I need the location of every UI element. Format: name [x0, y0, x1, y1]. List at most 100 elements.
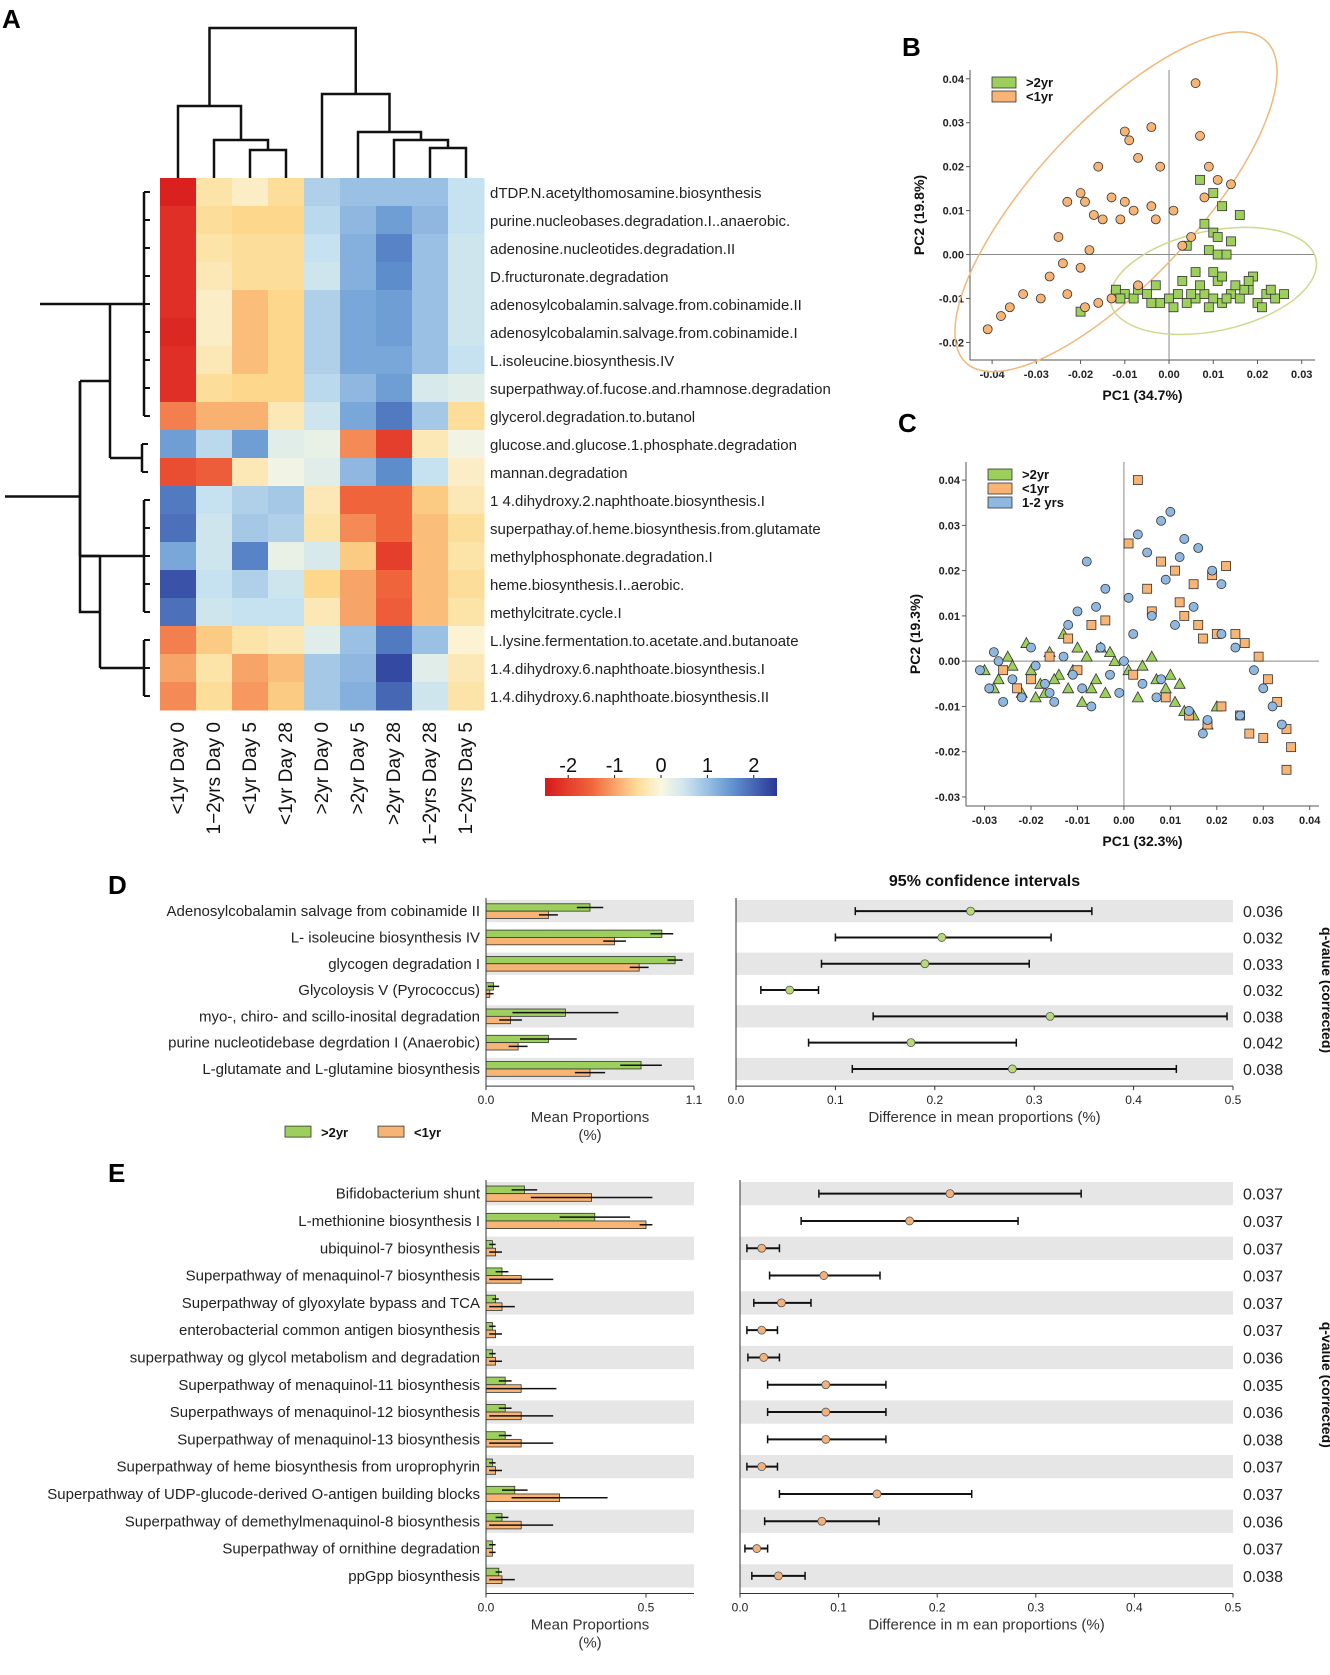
heatmap-row-label: methylphosphonate.degradation.I — [490, 549, 713, 566]
heatmap-cell — [196, 346, 233, 375]
heatmap-cell — [376, 486, 413, 515]
data-point — [988, 647, 999, 658]
heatmap-cell — [448, 514, 485, 543]
heatmap-cell — [340, 542, 377, 571]
panel-letter-c: C — [898, 408, 917, 438]
row-dendrogram-branch — [78, 381, 100, 614]
legend-label: >2yr — [1022, 467, 1049, 482]
legend-label: <1yr — [1022, 481, 1049, 496]
ci-x-tick-label: 0.5 — [1225, 1601, 1242, 1615]
data-point — [1258, 733, 1269, 744]
heatmap-row-label: mannan.degradation — [490, 465, 628, 482]
data-point — [1230, 642, 1241, 653]
column-dendrogram-branch — [320, 92, 391, 178]
heatmap-cell — [412, 654, 449, 683]
legend-label: <1yr — [1026, 89, 1053, 104]
data-point — [975, 665, 985, 676]
data-point — [1249, 665, 1259, 676]
heatmap-column-label: >2yr Day 28 — [384, 722, 405, 825]
row-band — [740, 1400, 1233, 1424]
ci-point — [785, 985, 795, 995]
heatmap-cell — [160, 598, 197, 627]
heatmap-cell — [448, 626, 485, 655]
data-point — [1156, 556, 1166, 567]
heatmap-row-label: 1.4.dihydroxy.6.naphthoate.biosynthesis.… — [490, 661, 765, 678]
heatmap-cell — [412, 682, 449, 711]
heatmap-cell — [376, 206, 413, 235]
q-value: 0.037 — [1243, 1241, 1283, 1258]
data-point — [1067, 669, 1078, 680]
heatmap-cell — [304, 178, 341, 207]
pathway-label: Superpathway of UDP-glucode-derived O-an… — [47, 1486, 480, 1503]
heatmap-cell — [160, 626, 197, 655]
heatmap-row-label: glucose.and.glucose.1.phosphate.degradat… — [490, 437, 797, 454]
x-tick-label: 0.02 — [1247, 369, 1268, 381]
heatmap-cell — [412, 626, 449, 655]
heatmap-cell — [340, 682, 377, 711]
heatmap-column-label: <1yr Day 28 — [276, 722, 297, 825]
q-value: 0.037 — [1243, 1460, 1283, 1477]
panel-a-heatmap: dTDP.N.acetylthomosamine.biosynthesis pur… — [5, 26, 831, 845]
data-point — [1203, 302, 1214, 313]
data-point — [1195, 280, 1205, 291]
data-point — [1106, 192, 1117, 203]
heatmap-cell — [304, 206, 341, 235]
heatmap-cell — [268, 206, 305, 235]
data-point — [1151, 692, 1162, 703]
data-point — [1243, 276, 1254, 286]
heatmap-cell — [268, 654, 305, 683]
row-band — [486, 1509, 694, 1533]
data-point — [1160, 692, 1171, 703]
heatmap-cell — [412, 570, 449, 599]
pathway-label: Superpathway of heme biosynthesis from u… — [116, 1459, 480, 1476]
data-point — [998, 665, 1009, 676]
data-point — [1186, 232, 1197, 242]
data-point — [1221, 561, 1232, 572]
ci-x-tick-label: 0.4 — [1125, 1093, 1142, 1107]
x-axis-label: PC1 (34.7%) — [1102, 387, 1182, 403]
heatmap-cell — [160, 402, 197, 431]
y-tick-label: 0.00 — [943, 250, 964, 262]
heatmap-cell — [196, 682, 233, 711]
pathway-label: Superpathway of glyoxylate bypass and TC… — [182, 1295, 480, 1312]
heatmap-cell — [304, 290, 341, 319]
colorbar-tick-label: 1 — [702, 755, 713, 777]
heatmap-cell — [376, 346, 413, 375]
ci-point — [920, 959, 930, 969]
heatmap-cell — [304, 514, 341, 543]
data-point — [1156, 674, 1166, 685]
ci-x-axis-label: Difference in m ean proportions (%) — [868, 1617, 1105, 1634]
heatmap-cell — [448, 570, 485, 599]
heatmap-cell — [160, 682, 197, 711]
heatmap-cell — [376, 290, 413, 319]
data-point — [1235, 710, 1245, 721]
heatmap-cell — [160, 178, 197, 207]
ci-point — [937, 933, 947, 942]
heatmap-row-label: superpathay.of.heme.biosynthesis.from.gl… — [490, 521, 821, 538]
heatmap-cell — [304, 402, 341, 431]
heatmap-cell — [376, 598, 413, 627]
ci-point — [759, 1353, 769, 1362]
data-point — [1049, 696, 1060, 707]
data-point — [1075, 262, 1086, 273]
data-point — [1164, 293, 1174, 304]
y-tick-label: 0.03 — [939, 520, 960, 532]
heatmap-cell — [232, 570, 269, 599]
x-tick-label: -0.01 — [1065, 815, 1090, 827]
data-point — [1226, 236, 1236, 247]
data-point — [982, 324, 993, 335]
data-point — [1258, 683, 1269, 694]
data-point — [1168, 205, 1179, 216]
heatmap-cell — [448, 374, 485, 403]
data-point — [1195, 131, 1205, 141]
x-tick-label: 0.02 — [1206, 815, 1227, 827]
q-value: 0.036 — [1243, 1405, 1283, 1422]
data-point — [1044, 687, 1055, 698]
data-point — [1080, 650, 1093, 662]
row-dendrogram-branch — [5, 495, 102, 668]
heatmap-row-label: adenosylcobalamin.salvage.from.cobinamid… — [490, 325, 798, 342]
data-point — [1007, 674, 1018, 685]
legend-label: >2yr — [321, 1125, 348, 1140]
heatmap-cell — [448, 486, 485, 515]
heatmap-cell — [412, 514, 449, 543]
